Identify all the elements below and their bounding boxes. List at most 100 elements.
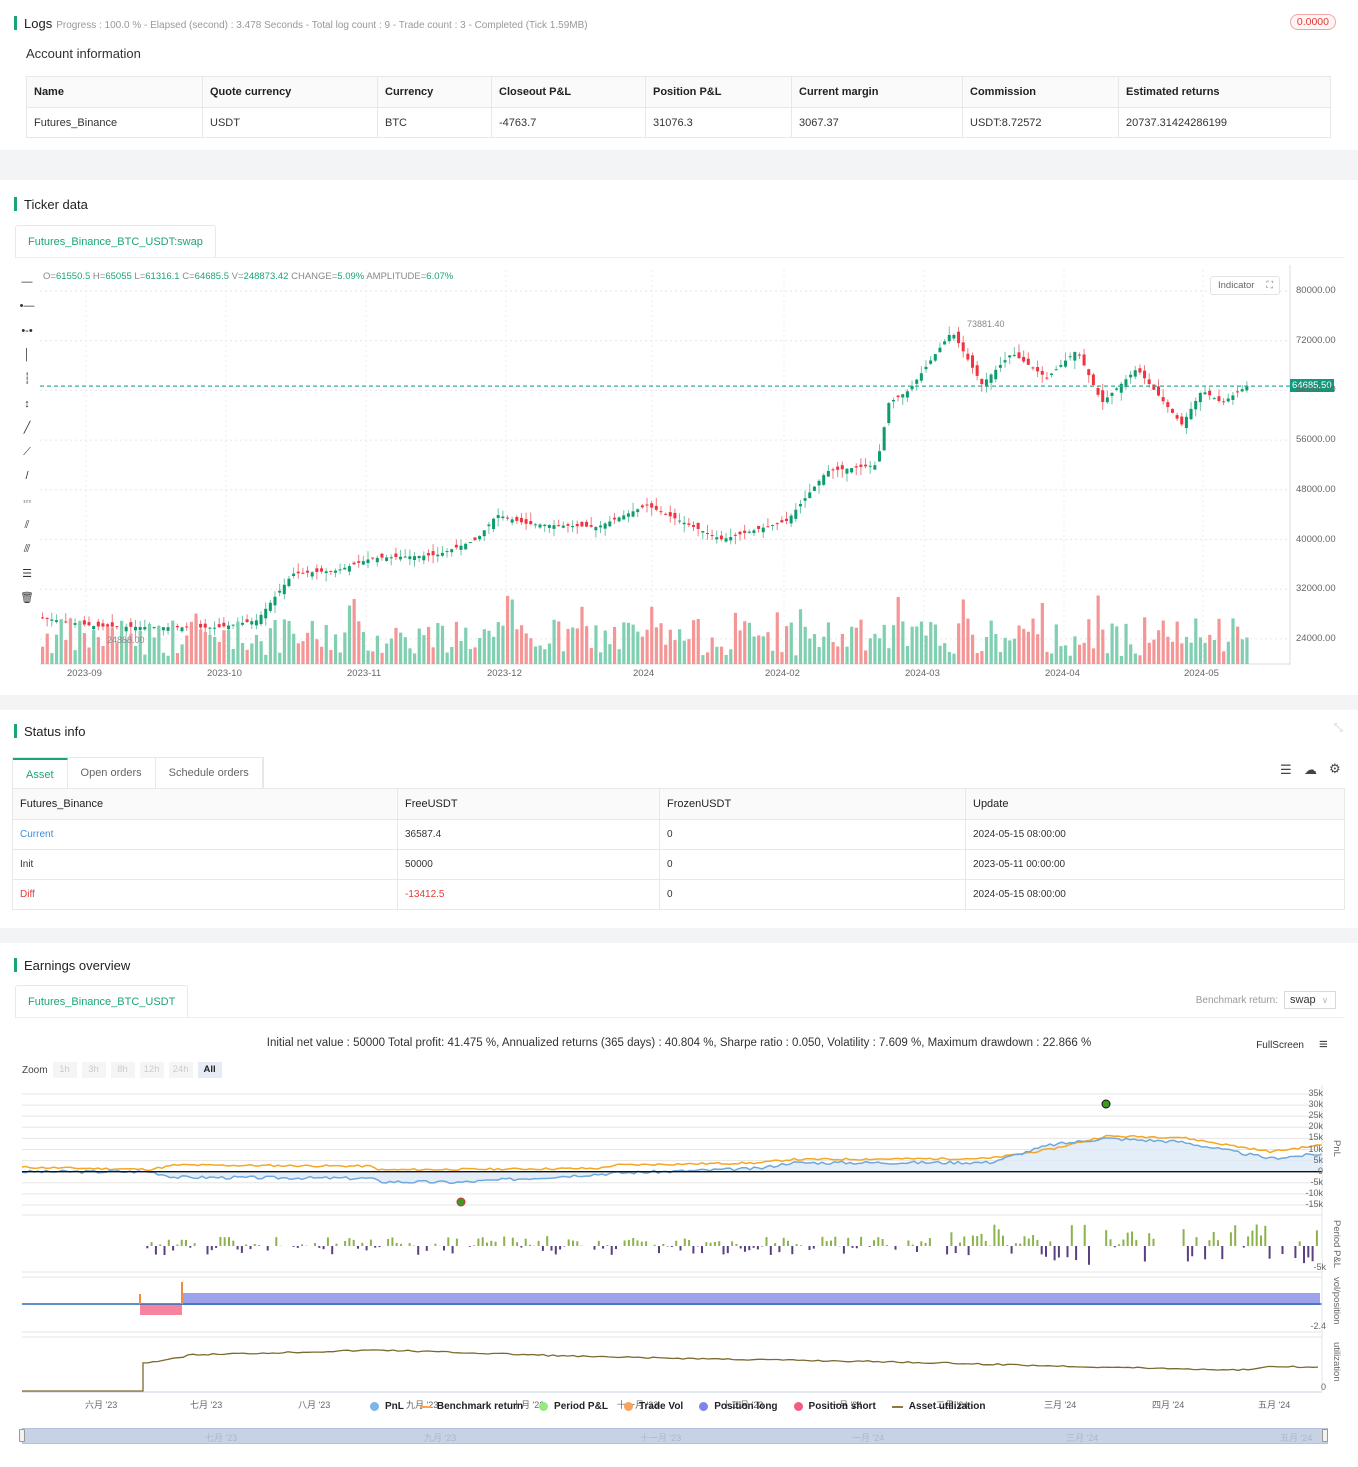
gear-icon[interactable]: ⚙ <box>1329 761 1341 776</box>
legend-line-icon <box>419 1405 431 1408</box>
ticker-header: Ticker data <box>14 195 88 212</box>
logs-header: Logs Progress : 100.0 % - Elapsed (secon… <box>14 14 588 31</box>
earnings-chart[interactable] <box>0 1080 1358 1400</box>
vertical-ray-tool-icon[interactable]: ┆ <box>23 373 31 386</box>
collapse-icon[interactable]: ⤡ <box>1334 722 1343 734</box>
legend-item[interactable]: Trade Vol <box>623 1401 684 1412</box>
fib-retracement-tool-icon[interactable]: ☰ <box>22 567 32 580</box>
zoom-8h-button[interactable]: 8h <box>110 1062 135 1078</box>
navigator-tick: 七月 '23 <box>205 1433 238 1443</box>
asset-table-header: Futures_Binance FreeUSDT FrozenUSDT Upda… <box>12 788 1345 820</box>
volume-value: 248873.42 <box>243 271 289 282</box>
legend-label: Trade Vol <box>638 1401 684 1412</box>
horizontal-line-tool-icon[interactable]: — <box>21 276 33 288</box>
tab-asset[interactable]: Asset <box>13 758 68 789</box>
cell-closeout-pnl: -4763.7 <box>491 107 646 138</box>
legend-item[interactable]: PnL <box>370 1401 404 1412</box>
pnl-tick: 0 <box>1317 1165 1323 1176</box>
util-axis-title: utilization <box>1331 1342 1342 1382</box>
fib-channel-tool-icon[interactable]: ⫻ <box>23 543 31 556</box>
price-tick: 56000.00 <box>1296 434 1336 446</box>
price-tick: 40000.00 <box>1296 533 1336 545</box>
time-tick: 2024-02 <box>765 668 800 679</box>
row-init-free: 50000 <box>397 849 660 880</box>
open-label: O= <box>43 271 56 282</box>
zoom-all-button[interactable]: All <box>197 1062 222 1078</box>
ray-line-tool-icon[interactable]: ⟋ <box>23 446 31 459</box>
delete-tool-icon[interactable]: 🗑 <box>20 591 34 604</box>
tab-ticker-symbol[interactable]: Futures_Binance_BTC_USDT:swap <box>15 225 216 257</box>
col-exchange: Futures_Binance <box>12 788 398 820</box>
navigator-tick: 三月 '24 <box>1066 1433 1099 1443</box>
price-line-tool-icon[interactable]: ₁₂₃ <box>23 496 31 504</box>
col-frozen-usdt: FrozenUSDT <box>659 788 966 820</box>
expand-icon[interactable]: ⛶ <box>1266 280 1273 291</box>
segment-line-tool-icon[interactable]: / <box>25 470 29 483</box>
earnings-time-tick: 八月 '23 <box>298 1400 331 1410</box>
col-update: Update <box>965 788 1345 820</box>
navigator-left-handle[interactable] <box>19 1429 25 1442</box>
amplitude-label: AMPLITUDE= <box>364 271 427 282</box>
tab-divider <box>15 257 1345 258</box>
col-free-usdt: FreeUSDT <box>397 788 660 820</box>
candlestick-chart[interactable] <box>0 260 1358 685</box>
open-value: 61550.5 <box>55 271 91 282</box>
cell-current-margin: 3067.37 <box>791 107 963 138</box>
chart-legend: PnL Benchmark return Period P&L Trade Vol Po… <box>370 1401 1001 1412</box>
legend-item[interactable]: Benchmark return <box>419 1401 524 1412</box>
low-marker-label: 24888.00 <box>107 635 145 645</box>
earnings-time-tick: 十一月 '23 <box>617 1400 659 1410</box>
period-axis-tick: -5k <box>1313 1262 1326 1272</box>
legend-label: Position short <box>808 1401 876 1412</box>
zoom-24h-button[interactable]: 24h <box>168 1062 193 1078</box>
parallel-channel-tool-icon[interactable]: ⫽ <box>24 519 30 531</box>
vertical-segment-tool-icon[interactable]: ↕ <box>24 397 30 410</box>
benchmark-select[interactable]: swap ∨ <box>1284 991 1336 1009</box>
legend-item[interactable]: Asset utilization <box>891 1401 985 1412</box>
fullscreen-button[interactable]: FullScreen <box>1256 1040 1304 1051</box>
time-tick: 2023-11 <box>347 668 382 679</box>
cloud-download-icon[interactable]: ☁ <box>1304 762 1317 777</box>
table-row: Diff -13412.5 0 2024-05-15 08:00:00 <box>12 879 1345 910</box>
zoom-3h-button[interactable]: 3h <box>81 1062 106 1078</box>
row-diff-update: 2024-05-15 08:00:00 <box>965 879 1345 910</box>
account-table-header: Name Quote currency Currency Closeout P&… <box>26 76 1331 108</box>
zoom-12h-button[interactable]: 12h <box>139 1062 164 1078</box>
indicator-button[interactable]: Indicator ⛶ <box>1210 276 1280 295</box>
benchmark-selector: Benchmark return: swap ∨ <box>1196 991 1336 1009</box>
price-tick: 24000.00 <box>1296 632 1336 644</box>
util-axis-tick: 0 <box>1320 1382 1326 1392</box>
tab-schedule-orders[interactable]: Schedule orders <box>156 758 263 789</box>
time-tick: 2024-04 <box>1045 668 1080 679</box>
navigator-tick: 九月 '23 <box>424 1433 457 1443</box>
navigator-tick: 五月 '24 <box>1280 1433 1313 1443</box>
pnl-tick: 15k <box>1308 1132 1323 1143</box>
price-tick: 32000.00 <box>1296 583 1336 595</box>
legend-label: PnL <box>385 1401 404 1412</box>
profit-badge: 0.0000 <box>1289 14 1336 30</box>
chevron-down-icon: ∨ <box>1321 995 1329 1005</box>
earnings-stats: Initial net value : 50000 Total profit: … <box>266 1037 1092 1049</box>
legend-item[interactable]: Period P&L <box>539 1401 608 1412</box>
zoom-1h-button[interactable]: 1h <box>52 1062 77 1078</box>
row-current-label[interactable]: Current <box>12 819 398 850</box>
vertical-line-tool-icon[interactable]: │ <box>23 348 31 361</box>
list-icon[interactable]: ☰ <box>1280 762 1292 777</box>
ohlc-readout: O=61550.5 H=65055 L=61316.1 C=64685.5 V=… <box>43 271 453 282</box>
legend-label: Benchmark return <box>436 1401 524 1412</box>
legend-item[interactable]: Position long <box>699 1401 778 1412</box>
navigator-right-handle[interactable] <box>1322 1429 1328 1442</box>
tab-earnings-symbol[interactable]: Futures_Binance_BTC_USDT <box>15 985 189 1017</box>
cell-name: Futures_Binance <box>26 107 203 138</box>
legend-label: Period P&L <box>554 1401 608 1412</box>
section-accent-bar <box>14 958 17 972</box>
row-init-update: 2023-05-11 00:00:00 <box>965 849 1345 880</box>
tab-divider <box>15 1017 1345 1018</box>
horizontal-segment-tool-icon[interactable]: •-• <box>21 324 33 337</box>
horizontal-ray-tool-icon[interactable]: •— <box>19 300 35 313</box>
tab-open-orders[interactable]: Open orders <box>68 758 156 789</box>
pnl-tick: 30k <box>1308 1099 1323 1110</box>
trend-line-tool-icon[interactable]: ╱ <box>23 421 31 434</box>
menu-icon[interactable]: ≡ <box>1319 1036 1328 1053</box>
legend-item[interactable]: Position short <box>793 1401 876 1412</box>
